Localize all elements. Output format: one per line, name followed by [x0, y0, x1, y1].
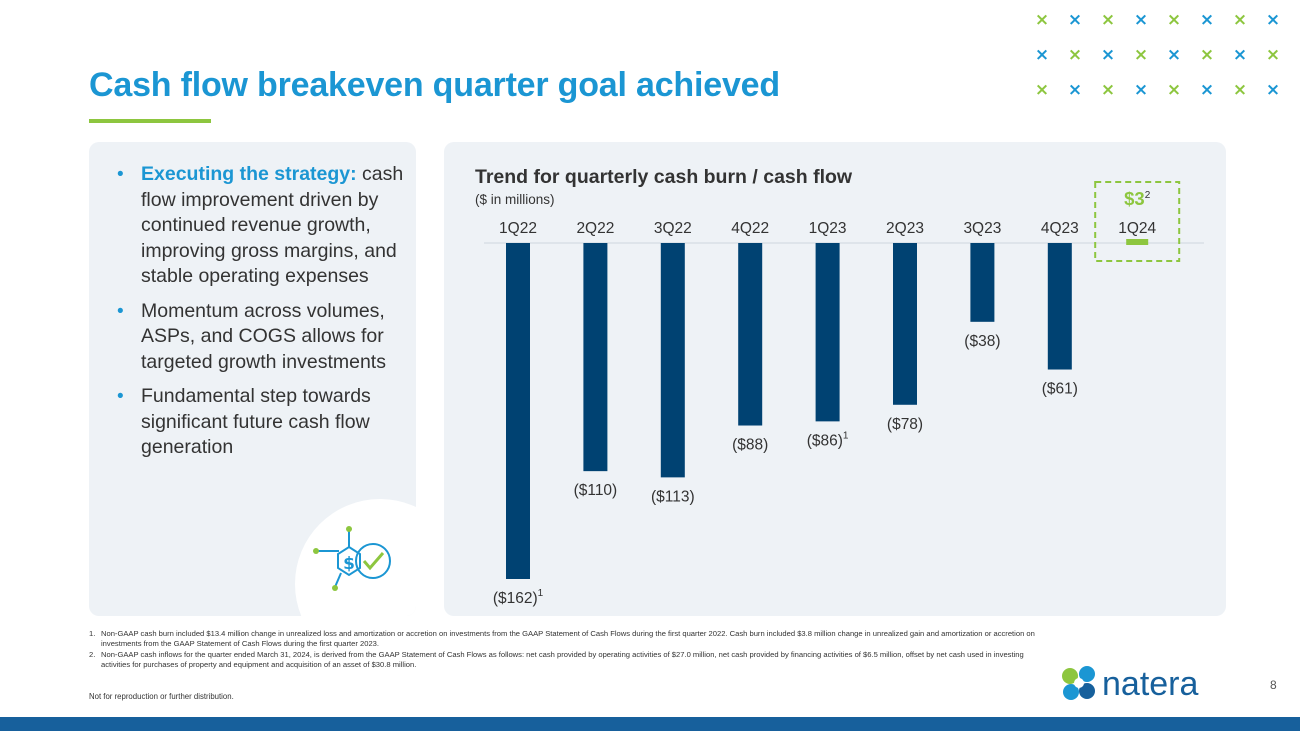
data-label: ($88) [732, 437, 768, 454]
bottom-band [0, 717, 1300, 731]
bar [506, 243, 530, 579]
data-label: ($61) [1042, 381, 1078, 398]
category-label: 4Q22 [731, 220, 769, 237]
x-pattern-icon: × × × × × × × × × × × × × × × × × × × × × × × × [1034, 10, 1281, 100]
bar [1047, 243, 1072, 370]
bar [815, 243, 840, 422]
footnote: 1. Non-GAAP cash burn included $13.4 mill… [89, 629, 1035, 649]
highlight-box [1094, 181, 1181, 262]
bar [1126, 239, 1149, 245]
page-number: 8 [1270, 678, 1277, 692]
bullet-list: • Executing the strategy: cash flow impro… [117, 162, 407, 470]
data-label: ($78) [887, 416, 923, 433]
bar [893, 243, 917, 405]
bullet-item: • Executing the strategy: cash flow impro… [117, 163, 404, 287]
natera-logo-icon: natera [1062, 665, 1198, 703]
data-label: ($86)1 [807, 430, 849, 449]
category-label: 2Q22 [576, 220, 614, 237]
category-label: 3Q23 [963, 220, 1001, 237]
strategy-panel: • Executing the strategy: cash flow impro… [89, 142, 416, 616]
footnote: 2. Non-GAAP cash inflows for the quarter … [89, 649, 1024, 670]
category-label: 1Q23 [809, 220, 847, 237]
category-label: 4Q23 [1041, 220, 1079, 237]
data-label: ($110) [574, 482, 618, 499]
bar [660, 243, 685, 478]
data-label: $32 [1124, 188, 1151, 209]
page-title: Cash flow breakeven quarter goal achieve… [89, 66, 780, 104]
bar [738, 243, 763, 426]
disclaimer: Not for reproduction or further distribu… [89, 692, 234, 701]
category-label: 2Q23 [886, 220, 924, 237]
footnotes: 1. Non-GAAP cash burn included $13.4 mill… [89, 629, 1054, 671]
cash-flow-bar-chart: 1Q22 ($162)1 2Q22 ($110) 3Q22 ($113) 4Q22 ($88)… [484, 181, 1204, 607]
bar [583, 243, 608, 472]
logo-text: natera [1102, 665, 1198, 703]
dollar-check-icon: $ [313, 526, 391, 591]
bullet-item: • Momentum across volumes, ASPs, and COGS… [117, 299, 386, 373]
data-label: ($38) [964, 333, 1000, 350]
data-label: ($113) [651, 488, 695, 505]
bar [970, 243, 995, 322]
chart-subtitle: ($ in millions) [475, 192, 555, 207]
category-label: 3Q22 [654, 220, 692, 237]
data-label: ($162)1 [493, 588, 544, 607]
category-label: 1Q24 [1118, 220, 1156, 237]
bullet-item: • Fundamental step towards significant fu… [117, 385, 371, 458]
category-label: 1Q22 [499, 220, 537, 237]
title-underline [89, 119, 211, 123]
svg-text:$: $ [343, 554, 355, 574]
chart-title: Trend for quarterly cash burn / cash flo… [475, 166, 853, 188]
